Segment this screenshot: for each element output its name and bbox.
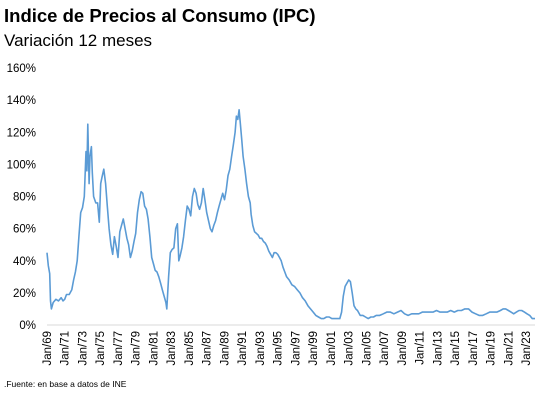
x-tick-label: Jan/09	[397, 331, 409, 366]
y-tick-label: 100%	[7, 159, 36, 171]
x-tick-label: Jan/79	[131, 331, 143, 366]
x-axis-tick-labels: Jan/69 Jan/71 Jan/73 Jan/75 Jan/77 Jan/79 Jan/…	[42, 331, 533, 366]
chart-subtitle: Variación 12 meses	[4, 31, 153, 50]
x-tick-label: Jan/21	[503, 331, 515, 366]
y-tick-label: 0%	[19, 320, 36, 332]
x-tick-label: Jan/69	[42, 331, 54, 366]
x-tick-label: Jan/97	[290, 331, 302, 366]
x-tick-label: Jan/77	[113, 331, 125, 366]
x-tick-label: Jan/93	[255, 331, 267, 366]
y-tick-label: 80%	[13, 192, 36, 204]
x-tick-label: Jan/91	[237, 331, 249, 366]
y-axis-tick-labels: 0% 20% 40% 60% 80% 100% 120% 140% 160%	[7, 63, 36, 332]
x-tick-label: Jan/15	[450, 331, 462, 366]
series-line-ipc	[46, 109, 535, 320]
y-tick-label: 60%	[13, 224, 36, 236]
x-tick-label: Jan/99	[308, 331, 320, 366]
x-tick-label: Jan/03	[344, 331, 356, 366]
x-tick-label: Jan/87	[202, 331, 214, 366]
y-tick-label: 40%	[13, 256, 36, 268]
x-tick-label: Jan/75	[95, 331, 107, 366]
x-tick-label: Jan/19	[486, 331, 498, 366]
chart-title: Indice de Precios al Consumo (IPC)	[4, 5, 316, 26]
x-tick-label: Jan/23	[521, 331, 533, 366]
x-tick-label: Jan/85	[184, 331, 196, 366]
x-tick-label: Jan/01	[326, 331, 338, 366]
y-tick-label: 140%	[7, 95, 36, 107]
x-tick-label: Jan/11	[415, 331, 427, 365]
source-note: .Fuente: en base a datos de INE	[4, 379, 127, 389]
y-tick-label: 160%	[7, 63, 36, 75]
x-tick-label: Jan/95	[273, 331, 285, 366]
x-tick-label: Jan/05	[361, 331, 373, 366]
x-tick-label: Jan/81	[148, 331, 160, 366]
y-tick-label: 120%	[7, 127, 36, 139]
x-tick-label: Jan/73	[77, 331, 89, 366]
x-tick-label: Jan/17	[468, 331, 480, 366]
x-tick-label: Jan/71	[60, 331, 72, 366]
y-tick-label: 20%	[13, 288, 36, 300]
x-tick-label: Jan/07	[379, 331, 391, 366]
x-tick-label: Jan/83	[166, 331, 178, 366]
x-tick-label: Jan/13	[432, 331, 444, 366]
x-tick-label: Jan/89	[219, 331, 231, 366]
